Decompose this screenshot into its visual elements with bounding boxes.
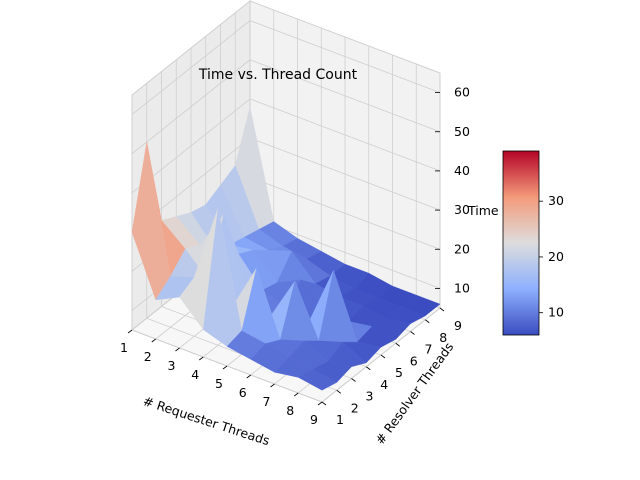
z-tick-label: 50 — [454, 124, 470, 139]
chart-title: Time vs. Thread Count — [198, 67, 358, 83]
colorbar-ticks: 10 20 30 — [539, 193, 564, 320]
y-tick-mark — [351, 378, 356, 382]
x-axis-label: # Requester Threads — [141, 393, 271, 448]
x-tick-label: 4 — [191, 367, 199, 382]
colorbar-tick-label: 10 — [548, 305, 564, 320]
x-tick-mark — [151, 338, 156, 343]
colorbar: 10 20 30 — [502, 150, 564, 336]
z-tick-label: 10 — [454, 280, 470, 295]
x-tick-label: 8 — [286, 403, 294, 418]
y-tick-label: 5 — [395, 365, 403, 380]
y-tick-label: 9 — [454, 318, 462, 333]
x-tick-label: 3 — [168, 358, 176, 373]
y-tick-label: 1 — [336, 412, 344, 427]
z-tick-label: 30 — [454, 202, 470, 217]
y-tick-label: 8 — [439, 330, 447, 345]
y-tick-label: 6 — [410, 353, 418, 368]
y-tick-mark — [395, 342, 400, 347]
y-tick-mark — [380, 354, 386, 359]
z-tick-label: 40 — [454, 163, 470, 178]
y-tick-label: 2 — [351, 400, 359, 415]
y-tick-label: 7 — [425, 342, 433, 357]
y-tick-mark — [321, 401, 327, 406]
grid-line — [131, 59, 251, 155]
x-tick-label: 6 — [239, 385, 247, 400]
z-tick-label: 20 — [454, 241, 470, 256]
y-tick-label: 4 — [380, 377, 388, 392]
x-tick-mark — [127, 329, 133, 334]
surface-plot — [131, 106, 441, 391]
x-tick-mark — [246, 374, 251, 379]
x-tick-label: 1 — [120, 340, 128, 355]
colorbar-tick-label: 30 — [548, 193, 564, 208]
grid-line — [249, 137, 441, 211]
grid-line — [249, 176, 441, 250]
grid-line — [249, 98, 441, 172]
z-axis-label: Time — [467, 203, 499, 218]
surface-patch — [297, 369, 338, 391]
x-tick-mark — [294, 392, 299, 397]
x-tick-label: 7 — [263, 394, 271, 409]
x-tick-label: 2 — [144, 349, 152, 364]
x-tick-mark — [270, 383, 275, 388]
x-tick-mark — [222, 365, 228, 370]
x-tick-mark — [317, 401, 323, 406]
z-tick-label: 60 — [454, 85, 470, 100]
y-tick-mark — [410, 331, 415, 335]
grid-line — [249, 59, 441, 133]
y-tick-mark — [425, 319, 430, 324]
y-tick-mark — [336, 389, 341, 394]
colorbar-tick-label: 20 — [548, 249, 564, 264]
grid-line — [131, 20, 251, 115]
colorbar-gradient — [502, 150, 540, 336]
y-tick-mark — [366, 366, 371, 371]
x-tick-label: 9 — [310, 412, 318, 427]
y-tick-mark — [439, 307, 445, 312]
x-tick-mark — [199, 356, 204, 361]
grid-line — [249, 20, 441, 93]
x-tick-label: 5 — [215, 376, 223, 391]
y-tick-label: 3 — [366, 389, 374, 404]
x-tick-mark — [175, 347, 180, 352]
